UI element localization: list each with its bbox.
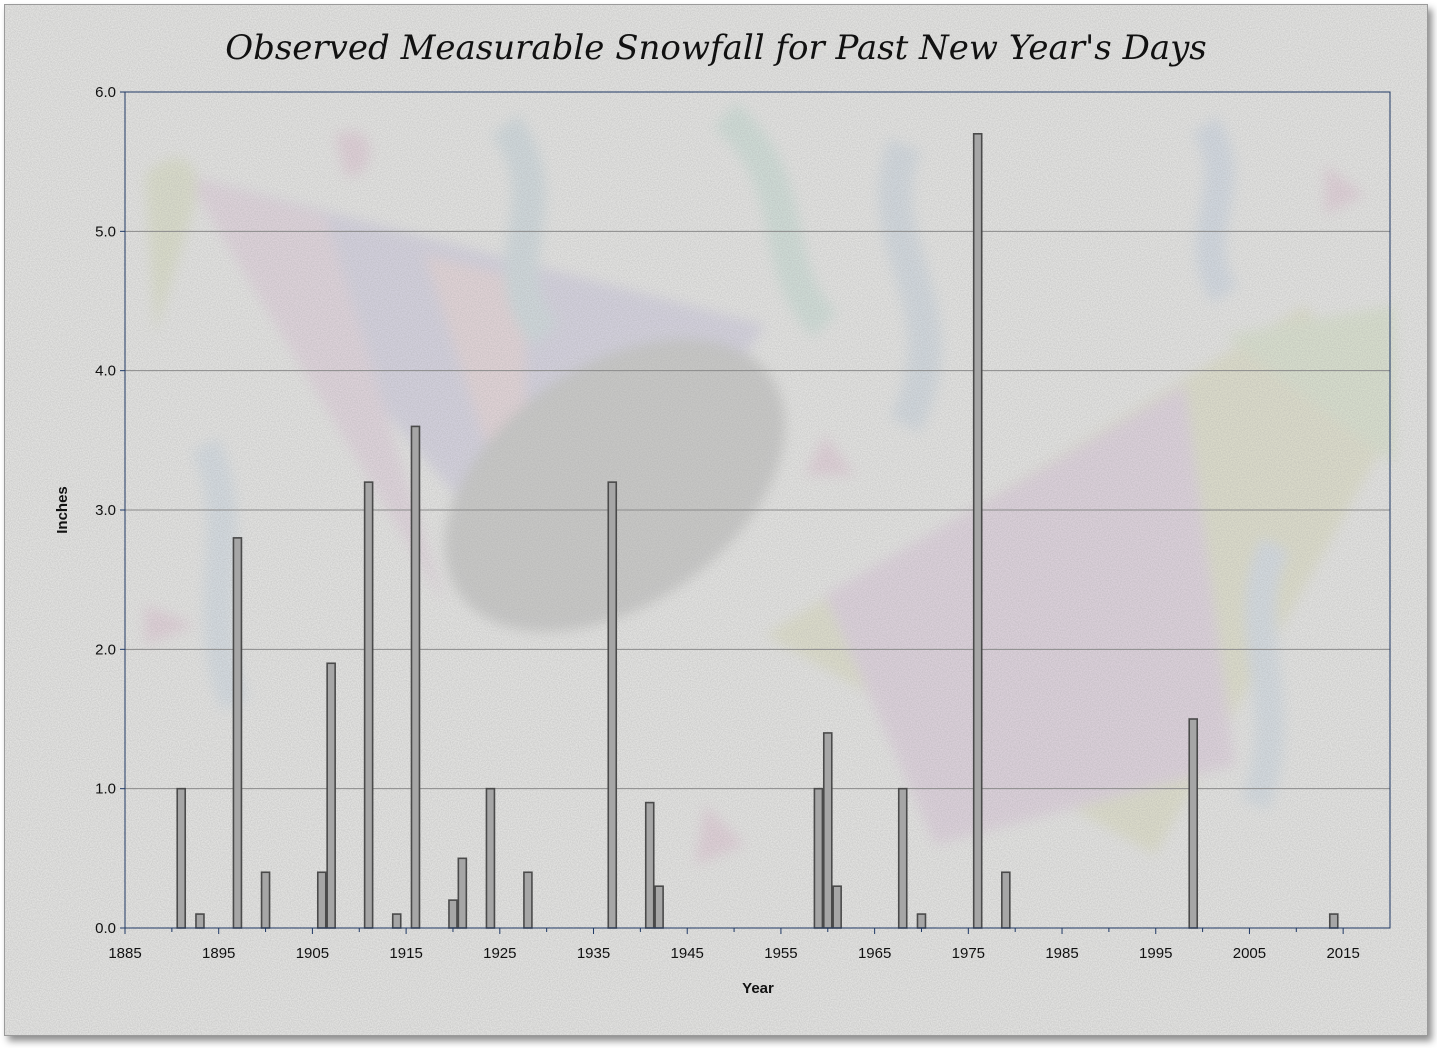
bar-1979 [1001, 871, 1011, 929]
bar-1999 [1188, 718, 1199, 929]
bar-2014 [1328, 913, 1339, 929]
chart-frame: Observed Measurable Snowfall for Past Ne… [4, 4, 1428, 1036]
y-tick-label: 4.0 [95, 363, 116, 380]
y-axis-ticks: 0.0 1.0 2.0 3.0 4.0 5.0 6.0 [95, 84, 125, 937]
x-tick-label: 1915 [389, 945, 422, 962]
x-tick-label: 1895 [202, 945, 235, 962]
x-axis-ticks: 1885 1895 1905 1915 1925 1935 1945 1955 1965 1975… [108, 927, 1390, 962]
y-tick-label: 6.0 [95, 84, 116, 101]
x-tick-label: 1975 [952, 945, 985, 962]
bar-1900 [260, 871, 271, 929]
y-tick-label: 5.0 [95, 223, 116, 240]
bar-1891 [176, 787, 187, 929]
bar-1959 [813, 787, 824, 929]
x-tick-label: 1935 [577, 945, 610, 962]
grain-texture [5, 5, 1427, 1035]
x-tick-label: 1945 [671, 945, 704, 962]
x-tick-label: 1905 [296, 945, 329, 962]
y-axis-title: Inches [54, 486, 71, 534]
bar-1921 [457, 857, 468, 929]
x-tick-label: 1885 [108, 945, 141, 962]
x-tick-label: 2005 [1233, 945, 1266, 962]
bar-1893 [195, 913, 205, 929]
bar-1906 [316, 871, 327, 929]
snowfall-chart: Observed Measurable Snowfall for Past Ne… [5, 5, 1427, 1035]
bar-1960 [822, 732, 833, 929]
chart-title: Observed Measurable Snowfall for Past Ne… [225, 28, 1207, 68]
y-tick-label: 3.0 [95, 502, 116, 519]
bar-1907 [326, 662, 336, 929]
y-tick-label: 1.0 [95, 781, 116, 798]
bar-1928 [523, 871, 533, 929]
y-tick-label: 2.0 [95, 641, 116, 658]
x-tick-label: 2015 [1326, 945, 1359, 962]
bar-1914 [391, 913, 402, 929]
bar-1976 [972, 133, 983, 929]
bar-1916 [410, 425, 421, 929]
bar-1942 [654, 885, 664, 929]
bar-1937 [607, 481, 618, 929]
bar-1924 [485, 787, 496, 929]
x-tick-label: 1925 [483, 945, 516, 962]
bar-1970 [916, 913, 927, 929]
bar-1941 [644, 801, 655, 929]
x-tick-label: 1985 [1045, 945, 1078, 962]
x-axis-title: Year [742, 980, 774, 997]
bar-1920 [448, 899, 458, 929]
y-tick-label: 0.0 [95, 920, 116, 937]
bar-1911 [363, 481, 374, 929]
gridlines [125, 230, 1390, 790]
bar-1968 [897, 787, 908, 929]
x-tick-label: 1995 [1139, 945, 1172, 962]
x-tick-label: 1955 [764, 945, 797, 962]
x-tick-label: 1965 [858, 945, 891, 962]
bar-1961 [832, 885, 842, 929]
bar-1897 [232, 537, 243, 929]
